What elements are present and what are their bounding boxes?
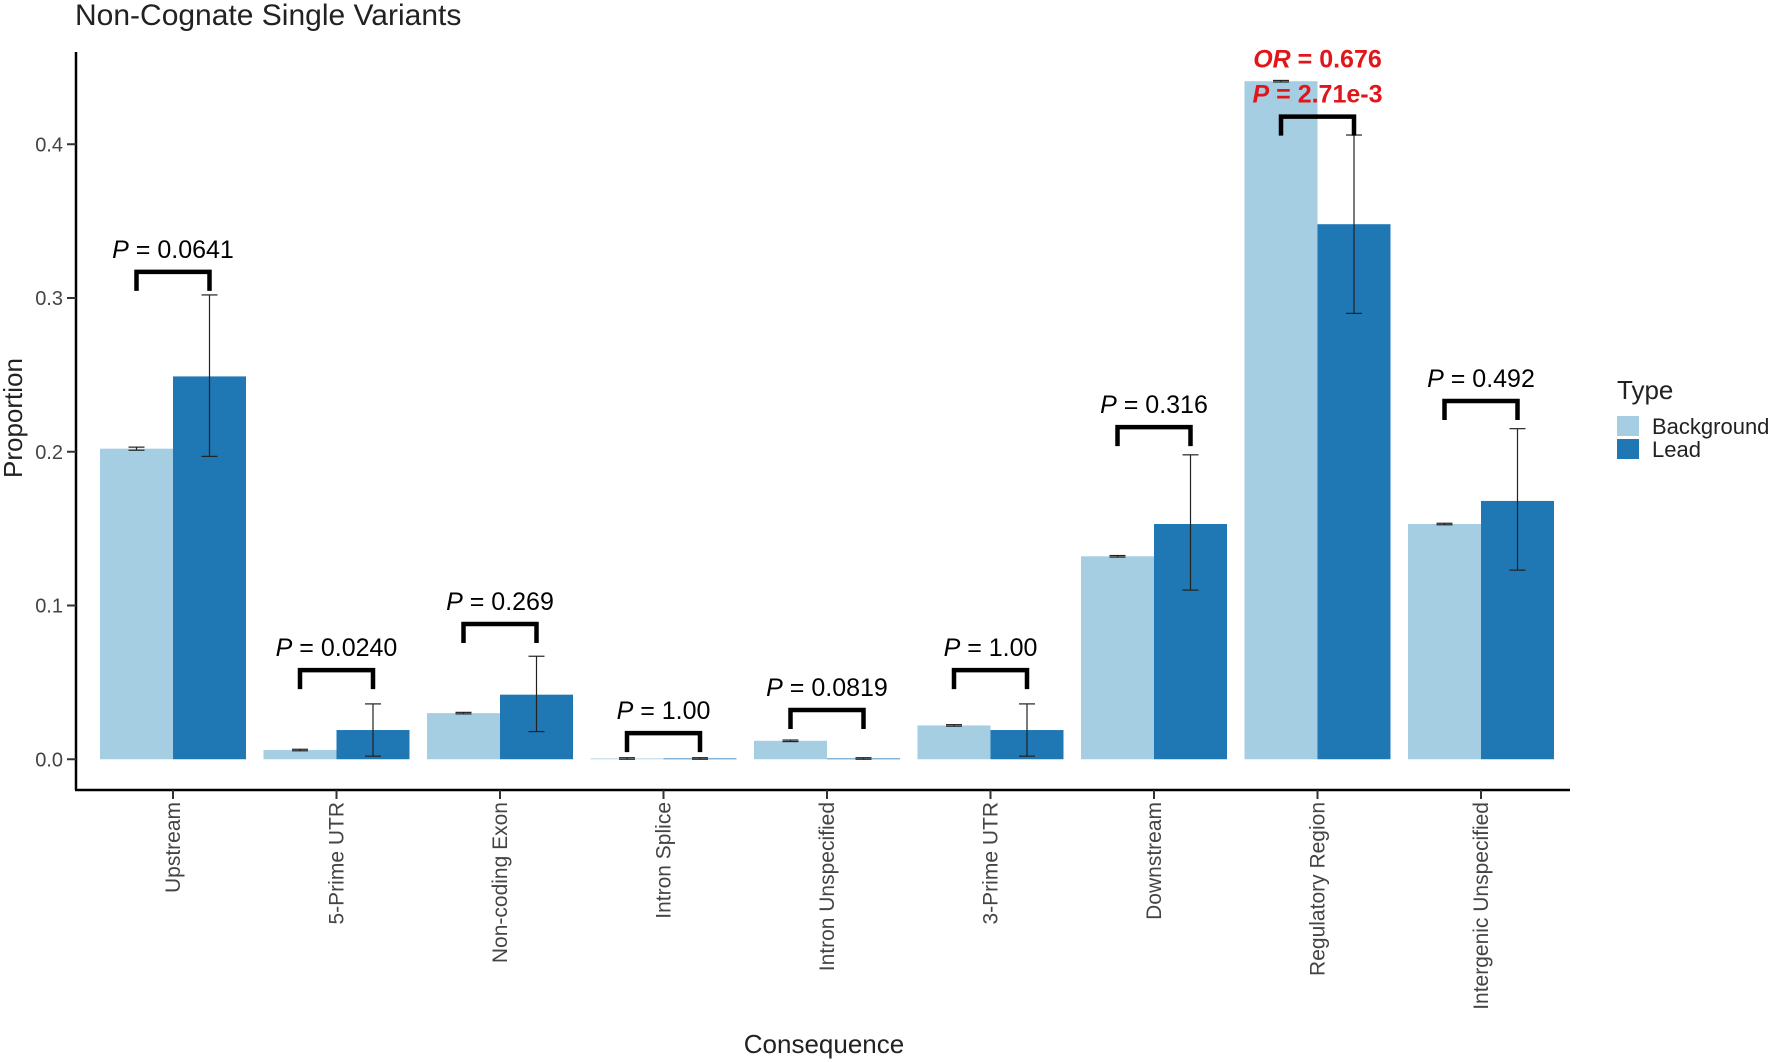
error-bar-lead xyxy=(692,757,708,760)
x-axis-title: Consequence xyxy=(744,1029,904,1059)
x-tick-label: Regulatory Region xyxy=(1307,802,1330,976)
p-value-label: P = 0.0641 xyxy=(112,236,234,264)
significance-bracket xyxy=(1115,424,1193,447)
significance-annotation: P = 0.492 xyxy=(1427,365,1535,421)
error-bar-lead xyxy=(855,757,872,760)
error-bar-background xyxy=(782,739,799,743)
y-tick-label: 0.2 xyxy=(35,442,63,464)
significance-annotation: P = 1.00 xyxy=(617,697,711,753)
significance-bracket xyxy=(624,730,703,753)
significance-annotation: P = 0.0819 xyxy=(766,674,888,730)
significance-annotation: P = 0.316 xyxy=(1100,391,1208,447)
error-bar-background xyxy=(455,711,472,715)
y-tick-label: 0.1 xyxy=(35,596,63,618)
bar-background xyxy=(1244,81,1318,760)
error-bar-background xyxy=(1273,79,1289,83)
odds-ratio-label: OR = 0.676 xyxy=(1253,46,1382,74)
p-value-label: P = 1.00 xyxy=(944,634,1038,662)
bar-background xyxy=(917,725,991,760)
annotations-layer: P = 0.0641 P = 0.0240 P = 0.269 P = 1.00 P =… xyxy=(112,46,1535,753)
error-bar-background xyxy=(128,446,145,451)
x-tick-label: Intron Splice xyxy=(653,802,676,919)
legend-title: Type xyxy=(1617,375,1673,405)
error-bar-background xyxy=(619,757,635,760)
error-bar-lead xyxy=(365,703,381,757)
p-value-label: P = 0.316 xyxy=(1100,391,1208,419)
significance-bracket xyxy=(1442,398,1520,421)
p-value-label: P = 0.492 xyxy=(1427,365,1535,393)
error-bars-layer xyxy=(128,79,1526,760)
significance-bracket xyxy=(788,707,866,730)
error-bar-background xyxy=(1436,522,1453,526)
y-tick-label: 0.3 xyxy=(35,288,63,310)
bar-background xyxy=(754,740,827,760)
y-ticks-layer: 0.0 0.1 0.2 0.3 0.4 xyxy=(35,134,76,771)
bar-background xyxy=(1081,556,1154,760)
x-ticks-layer: Upstream 5-Prime UTR Non-coding Exon Intron… xyxy=(162,790,1493,1010)
x-tick-label: Downstream xyxy=(1143,802,1166,920)
x-tick-label: 5-Prime UTR xyxy=(326,802,349,925)
significance-annotation: P = 2.71e-3 OR = 0.676 xyxy=(1253,46,1383,136)
x-tick-label: Non-coding Exon xyxy=(489,802,512,963)
significance-bracket xyxy=(461,621,539,643)
legend-swatch-background xyxy=(1617,416,1639,436)
error-bar-lead xyxy=(528,655,545,733)
p-value-label: P = 0.0819 xyxy=(766,674,888,702)
p-value-label: P = 0.269 xyxy=(446,588,554,616)
x-tick-label: Upstream xyxy=(162,802,185,893)
x-tick-label: Intergenic Unspecified xyxy=(1470,802,1493,1010)
x-tick-label: 3-Prime UTR xyxy=(980,802,1003,925)
y-tick-label: 0.0 xyxy=(35,749,63,771)
error-bar-lead xyxy=(201,294,218,457)
legend-swatch-lead xyxy=(1617,439,1639,459)
significance-annotation: P = 0.0641 xyxy=(112,236,234,291)
bar-background xyxy=(1408,524,1481,760)
significance-annotation: P = 1.00 xyxy=(944,634,1038,690)
significance-bracket xyxy=(297,667,376,690)
p-value-label: P = 1.00 xyxy=(617,697,711,725)
significance-bracket xyxy=(1278,114,1357,136)
bar-background xyxy=(427,713,500,760)
y-tick-label: 0.4 xyxy=(35,134,63,156)
axes-layer xyxy=(74,52,1570,792)
p-value-label: P = 2.71e-3 xyxy=(1253,81,1383,109)
bar-background xyxy=(100,448,173,760)
error-bar-lead xyxy=(1182,454,1199,591)
significance-annotation: P = 0.0240 xyxy=(276,634,398,690)
error-bar-background xyxy=(292,748,308,752)
error-bar-background xyxy=(946,724,962,727)
legend-label-lead: Lead xyxy=(1652,437,1701,462)
legend: Type Background Lead xyxy=(1617,375,1769,462)
p-value-label: P = 0.0240 xyxy=(276,634,398,662)
bar-background xyxy=(263,750,337,760)
y-axis-title: Proportion xyxy=(0,358,28,478)
x-tick-label: Intron Unspecified xyxy=(816,802,839,971)
error-bar-lead xyxy=(1509,428,1526,571)
error-bar-background xyxy=(1109,554,1126,558)
chart-title: Non-Cognate Single Variants xyxy=(75,0,461,32)
significance-bracket xyxy=(134,269,212,291)
significance-bracket xyxy=(951,667,1030,690)
error-bar-lead xyxy=(1019,703,1035,757)
legend-label-background: Background xyxy=(1652,414,1769,439)
significance-annotation: P = 0.269 xyxy=(446,588,554,643)
